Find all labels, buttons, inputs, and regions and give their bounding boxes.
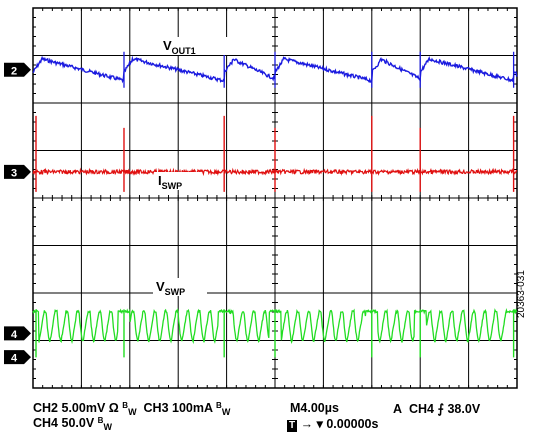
ch2-coupling: Ω	[109, 401, 119, 415]
channel-marker-4: 4	[4, 326, 31, 341]
channel-marker-2: 2	[4, 63, 31, 78]
trigger-mode: A	[393, 402, 402, 416]
channel-marker-label: 4	[11, 353, 18, 365]
ch2-label: CH2	[33, 401, 58, 415]
footer-row-1: CH2 5.00mV Ω BW CH3 100mA BW	[33, 401, 230, 415]
oscilloscope-display: 2 3 4 4 VOUT1 ISWP VSWP	[0, 0, 545, 395]
trigger-position-value: 0.00000s	[326, 417, 378, 431]
trigger-position: T → ▾ 0.00000s	[287, 416, 378, 432]
timebase: M4.00µs	[290, 401, 339, 415]
ch4-label: CH4	[33, 416, 58, 430]
figure-number: 20363-031	[516, 238, 527, 318]
arrow-icon: → ▾	[301, 417, 323, 431]
channel-marker-label: 2	[11, 65, 17, 77]
channel-markers: 2 3 4 4	[4, 63, 31, 365]
channel-marker-label: 3	[11, 167, 17, 179]
ch3-label: CH3	[144, 401, 169, 415]
ch3-scale: 100mA	[172, 401, 213, 415]
channel-marker-4: 4	[4, 350, 31, 365]
ch4-scale: 50.0V	[62, 416, 95, 430]
trace-label-iswp: ISWP	[155, 172, 201, 191]
channel-marker-label: 4	[11, 329, 18, 341]
ch2-scale: 5.00mV	[62, 401, 106, 415]
channel-marker-3: 3	[4, 165, 31, 180]
trigger-level: 38.0V	[447, 402, 480, 416]
footer-row-2: CH4 50.0V BW	[33, 416, 112, 430]
trace-label-vout1: VOUT1	[158, 37, 238, 56]
trigger-settings: A CH4 ⨍ 38.0V	[393, 401, 480, 416]
rising-edge-icon: ⨍	[437, 402, 444, 416]
trigger-channel: CH4	[409, 402, 434, 416]
trace-label-vswp: VSWP	[153, 278, 207, 297]
trigger-position-icon: T	[287, 420, 297, 432]
ch3-bw-icon: B	[216, 401, 222, 410]
